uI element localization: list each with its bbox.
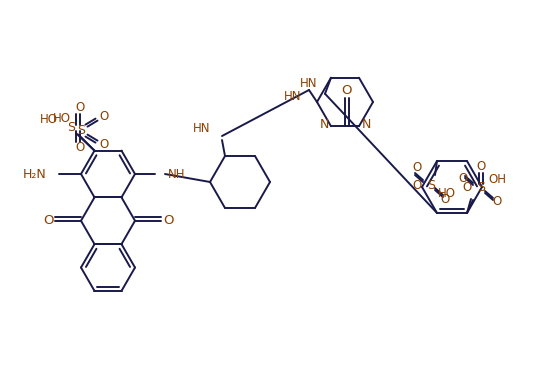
Text: HN: HN xyxy=(300,77,317,90)
Text: O: O xyxy=(476,160,486,174)
Text: O: O xyxy=(99,110,108,123)
Text: O: O xyxy=(99,138,108,151)
Text: O: O xyxy=(342,84,352,97)
Text: HO: HO xyxy=(52,112,70,125)
Text: N: N xyxy=(361,118,371,131)
Text: HN: HN xyxy=(283,89,301,102)
Text: HO: HO xyxy=(438,187,456,200)
Text: O: O xyxy=(75,141,84,154)
Text: O: O xyxy=(413,160,422,174)
Text: S: S xyxy=(77,124,86,137)
Text: S: S xyxy=(477,181,485,194)
Text: O: O xyxy=(75,101,84,114)
Text: O: O xyxy=(440,192,450,205)
Text: S: S xyxy=(68,121,76,134)
Text: NH: NH xyxy=(168,167,185,180)
Text: H₂N: H₂N xyxy=(23,167,47,180)
Text: HO: HO xyxy=(39,113,58,126)
Text: O: O xyxy=(43,214,53,227)
Text: N: N xyxy=(319,118,329,131)
Text: HN: HN xyxy=(192,122,210,134)
Text: O: O xyxy=(163,214,173,227)
Text: O: O xyxy=(462,181,471,194)
Text: O: O xyxy=(413,178,422,192)
Text: O: O xyxy=(492,196,501,209)
Text: S: S xyxy=(427,178,435,192)
Text: O: O xyxy=(458,172,468,185)
Text: OH: OH xyxy=(488,174,506,187)
